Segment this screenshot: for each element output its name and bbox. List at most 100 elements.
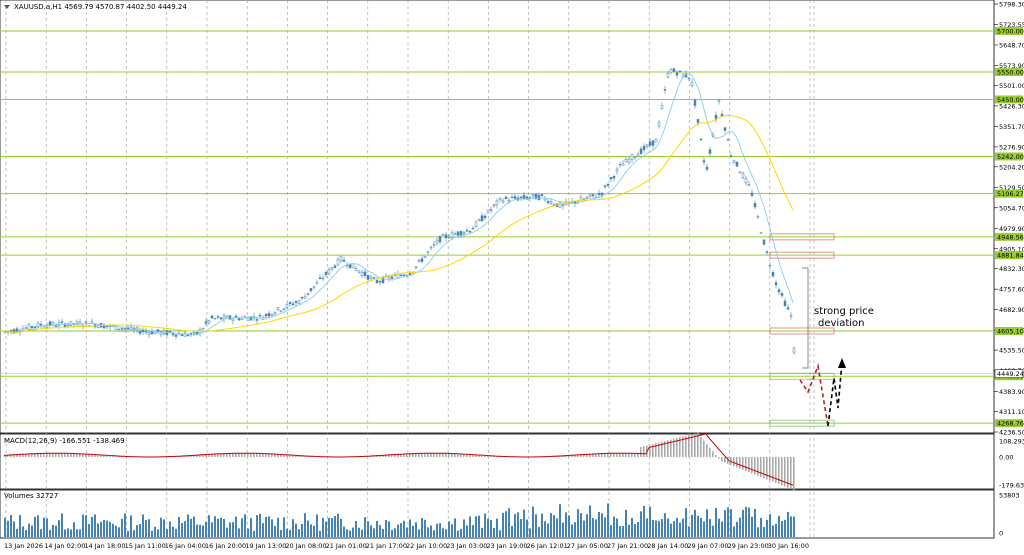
macd-bar	[247, 453, 249, 457]
candle-body	[304, 296, 306, 298]
candle-body	[208, 320, 210, 322]
volume-bar	[340, 519, 342, 537]
volume-bar	[196, 525, 198, 537]
volume-bar	[364, 517, 366, 537]
candle-body	[622, 164, 624, 166]
candle-body	[613, 176, 615, 178]
volume-bar	[673, 521, 675, 537]
candle-body	[265, 314, 267, 316]
candle-body	[586, 197, 588, 198]
candle-body	[460, 231, 462, 235]
candle-body	[673, 69, 675, 72]
volume-bar	[169, 522, 171, 537]
volume-bar	[28, 524, 30, 537]
volume-bar	[367, 521, 369, 537]
volume-bar	[700, 518, 702, 537]
volume-bar	[754, 509, 756, 537]
macd-bar	[274, 454, 276, 457]
candle-body	[631, 155, 633, 160]
macd-bar	[766, 457, 768, 479]
macd-bar	[640, 447, 642, 457]
candle-body	[793, 348, 795, 352]
candle-body	[40, 324, 42, 325]
candle-body	[220, 318, 222, 319]
price-tick-label: 4311.10	[999, 408, 1024, 416]
macd-bar	[469, 455, 471, 457]
volume-bar	[508, 508, 510, 537]
macd-bar	[721, 457, 723, 461]
volume-bar	[784, 520, 786, 537]
candle-body	[760, 232, 762, 233]
volume-bar	[190, 519, 192, 537]
symbol-dropdown-icon[interactable]	[4, 5, 10, 9]
macd-bar	[748, 457, 750, 472]
candle-body	[700, 139, 702, 140]
volume-bar	[103, 520, 105, 537]
candle-body	[172, 333, 174, 334]
candle-body	[436, 240, 438, 243]
candle-body	[751, 193, 753, 196]
volume-bar	[109, 522, 111, 537]
volume-bar	[532, 507, 534, 537]
annotation-line-1: strong price	[814, 306, 874, 317]
volume-bar	[232, 522, 234, 537]
candle-body	[343, 260, 345, 261]
volume-bar	[553, 515, 555, 537]
candle-body	[628, 159, 630, 162]
candle-body	[520, 197, 522, 198]
volume-bar	[490, 520, 492, 537]
candle-body	[709, 150, 711, 154]
candle-body	[451, 233, 453, 237]
volume-bar	[607, 503, 609, 537]
candle-body	[205, 322, 207, 324]
volume-bar	[463, 519, 465, 537]
volume-bar	[430, 526, 432, 537]
macd-tick-label: 108.293	[999, 438, 1024, 446]
candle-body	[427, 252, 429, 253]
macd-label: MACD(12,26,9) -166.551 -138.469	[4, 437, 125, 445]
time-tick-label: 29 Jan 07:00	[687, 542, 728, 550]
grid-lines	[6, 0, 814, 538]
volume-bar	[310, 524, 312, 537]
macd-bar	[793, 457, 795, 490]
macd-bar	[634, 453, 636, 457]
volume-bar	[199, 525, 201, 537]
volume-bar	[61, 513, 63, 537]
volume-bar	[172, 527, 174, 537]
volume-bar	[211, 522, 213, 537]
volume-bar	[613, 517, 615, 537]
volume-bar	[166, 529, 168, 537]
volume-bar	[385, 520, 387, 537]
macd-tick-label: 0.00	[999, 454, 1013, 462]
volume-bar	[58, 520, 60, 537]
volume-bar	[256, 515, 258, 537]
candle-body	[283, 308, 285, 309]
candle-body	[727, 140, 729, 141]
volume-bar	[739, 518, 741, 537]
volume-bar	[691, 515, 693, 537]
macd-panel-frame	[0, 434, 994, 489]
volume-bar	[523, 510, 525, 537]
volume-bar	[688, 526, 690, 537]
candle-body	[166, 331, 168, 335]
volume-bar	[295, 524, 297, 537]
time-tick-label: 19 Jan 13:00	[245, 542, 286, 550]
volume-bar	[73, 522, 75, 537]
candle-body	[706, 167, 708, 169]
volume-bar	[526, 520, 528, 537]
main-panel-frame	[0, 0, 994, 433]
price-tick-label: 4757.60	[999, 286, 1024, 294]
volume-bar	[247, 529, 249, 537]
candle-body	[325, 272, 327, 275]
volume-bar	[529, 528, 531, 537]
macd-bar	[106, 456, 108, 457]
volume-bar	[517, 512, 519, 537]
volume-bar	[715, 508, 717, 537]
candle-body	[784, 301, 786, 306]
candle-body	[499, 198, 501, 200]
macd-bar	[442, 453, 444, 457]
volume-bar	[7, 521, 9, 537]
